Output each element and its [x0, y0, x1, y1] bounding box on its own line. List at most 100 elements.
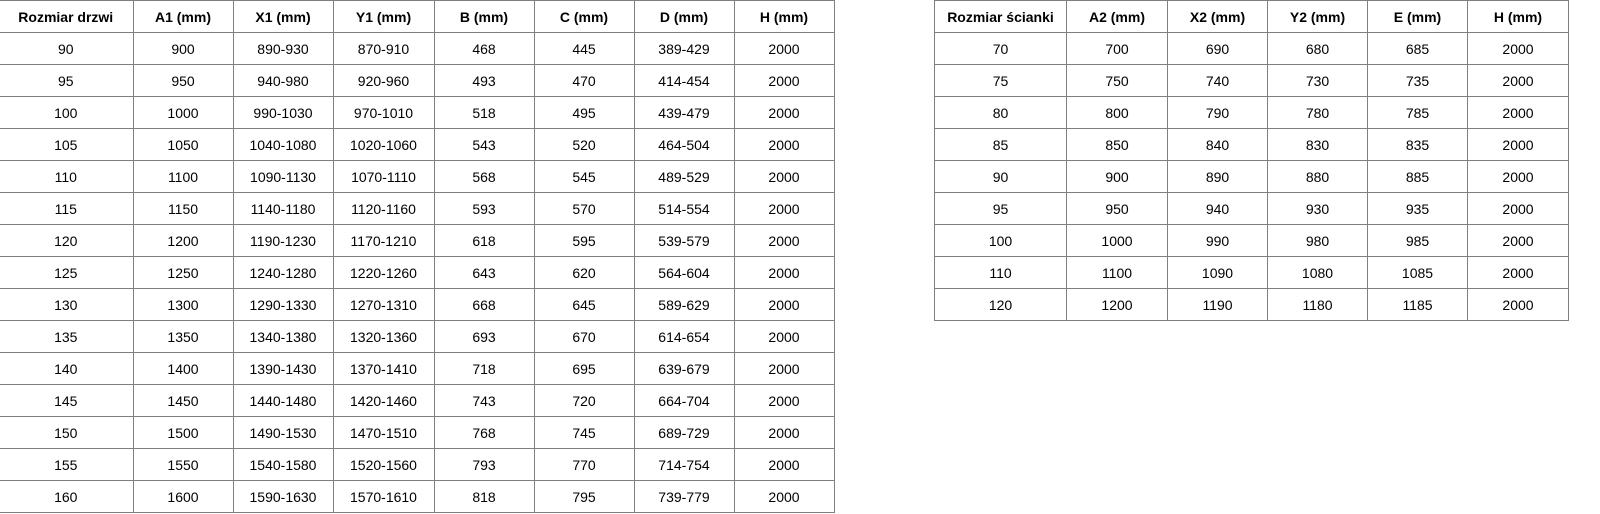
table-cell: 2000	[1467, 64, 1569, 97]
table-cell: 720	[533, 384, 635, 417]
table-cell: 120	[934, 288, 1067, 321]
table-cell: 840	[1167, 128, 1268, 161]
table-row: 95 950 940-980 920-960 493 470 414-454 2000	[0, 64, 835, 97]
table-cell: 770	[533, 448, 635, 481]
table-cell: 2000	[733, 96, 835, 129]
table-cell: 1185	[1367, 288, 1468, 321]
table-cell: 1450	[132, 384, 234, 417]
table-cell: 1190	[1167, 288, 1268, 321]
table-cell: 793	[433, 448, 535, 481]
table-cell: 900	[132, 32, 234, 65]
table-cell: 668	[433, 288, 535, 321]
table-cell: 614-654	[633, 320, 735, 353]
column-header: E (mm)	[1367, 0, 1468, 33]
table-cell: 145	[0, 384, 134, 417]
table-cell: 730	[1267, 64, 1368, 97]
table-cell: 718	[433, 352, 535, 385]
table-row: 155 1550 1540-1580 1520-1560 793 770 714-754 20…	[0, 448, 835, 481]
column-header: Rozmiar drzwi	[0, 0, 134, 33]
table-cell: 468	[433, 32, 535, 65]
table-cell: 2000	[733, 448, 835, 481]
table-cell: 935	[1367, 192, 1468, 225]
table-cell: 800	[1066, 96, 1168, 129]
table-cell: 1050	[132, 128, 234, 161]
table-row: 120 1200 1190 1180 1185 2000	[934, 288, 1569, 321]
table-cell: 1090	[1167, 256, 1268, 289]
table-cell: 464-504	[633, 128, 735, 161]
table-cell: 643	[433, 256, 535, 289]
table-cell: 2000	[733, 160, 835, 193]
table-cell: 595	[533, 224, 635, 257]
table-cell: 1350	[132, 320, 234, 353]
table-cell: 830	[1267, 128, 1368, 161]
table-cell: 795	[533, 480, 635, 513]
column-header: H (mm)	[733, 0, 835, 33]
table-cell: 125	[0, 256, 134, 289]
table-cell: 818	[433, 480, 535, 513]
table-cell: 1400	[132, 352, 234, 385]
table-cell: 155	[0, 448, 134, 481]
table-row: 80 800 790 780 785 2000	[934, 96, 1569, 129]
column-header: Y1 (mm)	[332, 0, 435, 33]
table-cell: 1100	[1066, 256, 1168, 289]
table-cell: 645	[533, 288, 635, 321]
table-cell: 1090-1130	[232, 160, 334, 193]
table-cell: 495	[533, 96, 635, 129]
table-cell: 1370-1410	[332, 352, 435, 385]
table-cell: 2000	[733, 288, 835, 321]
table-cell: 980	[1267, 224, 1368, 257]
table-cell: 690	[1167, 32, 1268, 65]
table-cell: 1020-1060	[332, 128, 435, 161]
table-row: 140 1400 1390-1430 1370-1410 718 695 639-679 20…	[0, 352, 835, 385]
table-cell: 140	[0, 352, 134, 385]
table-cell: 1300	[132, 288, 234, 321]
table-row: 120 1200 1190-1230 1170-1210 618 595 539-579 20…	[0, 224, 835, 257]
table-cell: 2000	[1467, 224, 1569, 257]
table-cell: 950	[132, 64, 234, 97]
table-cell: 2000	[1467, 160, 1569, 193]
table-cell: 2000	[733, 416, 835, 449]
table-cell: 1190-1230	[232, 224, 334, 257]
table-cell: 110	[934, 256, 1067, 289]
table-row: 105 1050 1040-1080 1020-1060 543 520 464-504 20…	[0, 128, 835, 161]
table-cell: 2000	[733, 224, 835, 257]
table-row: 115 1150 1140-1180 1120-1160 593 570 514-554 20…	[0, 192, 835, 225]
table-cell: 95	[0, 64, 134, 97]
table-cell: 593	[433, 192, 535, 225]
table-cell: 2000	[1467, 256, 1569, 289]
table-cell: 2000	[733, 128, 835, 161]
table-cell: 135	[0, 320, 134, 353]
table-cell: 75	[934, 64, 1067, 97]
table-cell: 70	[934, 32, 1067, 65]
table-cell: 2000	[1467, 128, 1569, 161]
header-row: Rozmiar ścianki A2 (mm) X2 (mm) Y2 (mm) E (m…	[934, 0, 1569, 33]
column-header: H (mm)	[1467, 0, 1569, 33]
table-cell: 870-910	[332, 32, 435, 65]
table-row: 145 1450 1440-1480 1420-1460 743 720 664-704 20…	[0, 384, 835, 417]
table-cell: 1200	[132, 224, 234, 257]
table-cell: 2000	[733, 256, 835, 289]
table-row: 70 700 690 680 685 2000	[934, 32, 1569, 65]
table-cell: 90	[0, 32, 134, 65]
table-cell: 880	[1267, 160, 1368, 193]
table-cell: 470	[533, 64, 635, 97]
table-cell: 2000	[1467, 32, 1569, 65]
table-cell: 695	[533, 352, 635, 385]
table-row: 110 1100 1090-1130 1070-1110 568 545 489-529 20…	[0, 160, 835, 193]
table-cell: 439-479	[633, 96, 735, 129]
table-row: 135 1350 1340-1380 1320-1360 693 670 614-654 20…	[0, 320, 835, 353]
table-cell: 620	[533, 256, 635, 289]
table-cell: 568	[433, 160, 535, 193]
table-cell: 850	[1066, 128, 1168, 161]
table-cell: 1600	[132, 480, 234, 513]
table-cell: 790	[1167, 96, 1268, 129]
table-cell: 1440-1480	[232, 384, 334, 417]
table-cell: 1390-1430	[232, 352, 334, 385]
table-cell: 743	[433, 384, 535, 417]
table-cell: 2000	[733, 64, 835, 97]
table-row: 130 1300 1290-1330 1270-1310 668 645 589-629 20…	[0, 288, 835, 321]
table-cell: 1070-1110	[332, 160, 435, 193]
table-cell: 1550	[132, 448, 234, 481]
header-row: Rozmiar drzwi A1 (mm) X1 (mm) Y1 (mm) B (mm)…	[0, 0, 835, 33]
table-cell: 745	[533, 416, 635, 449]
